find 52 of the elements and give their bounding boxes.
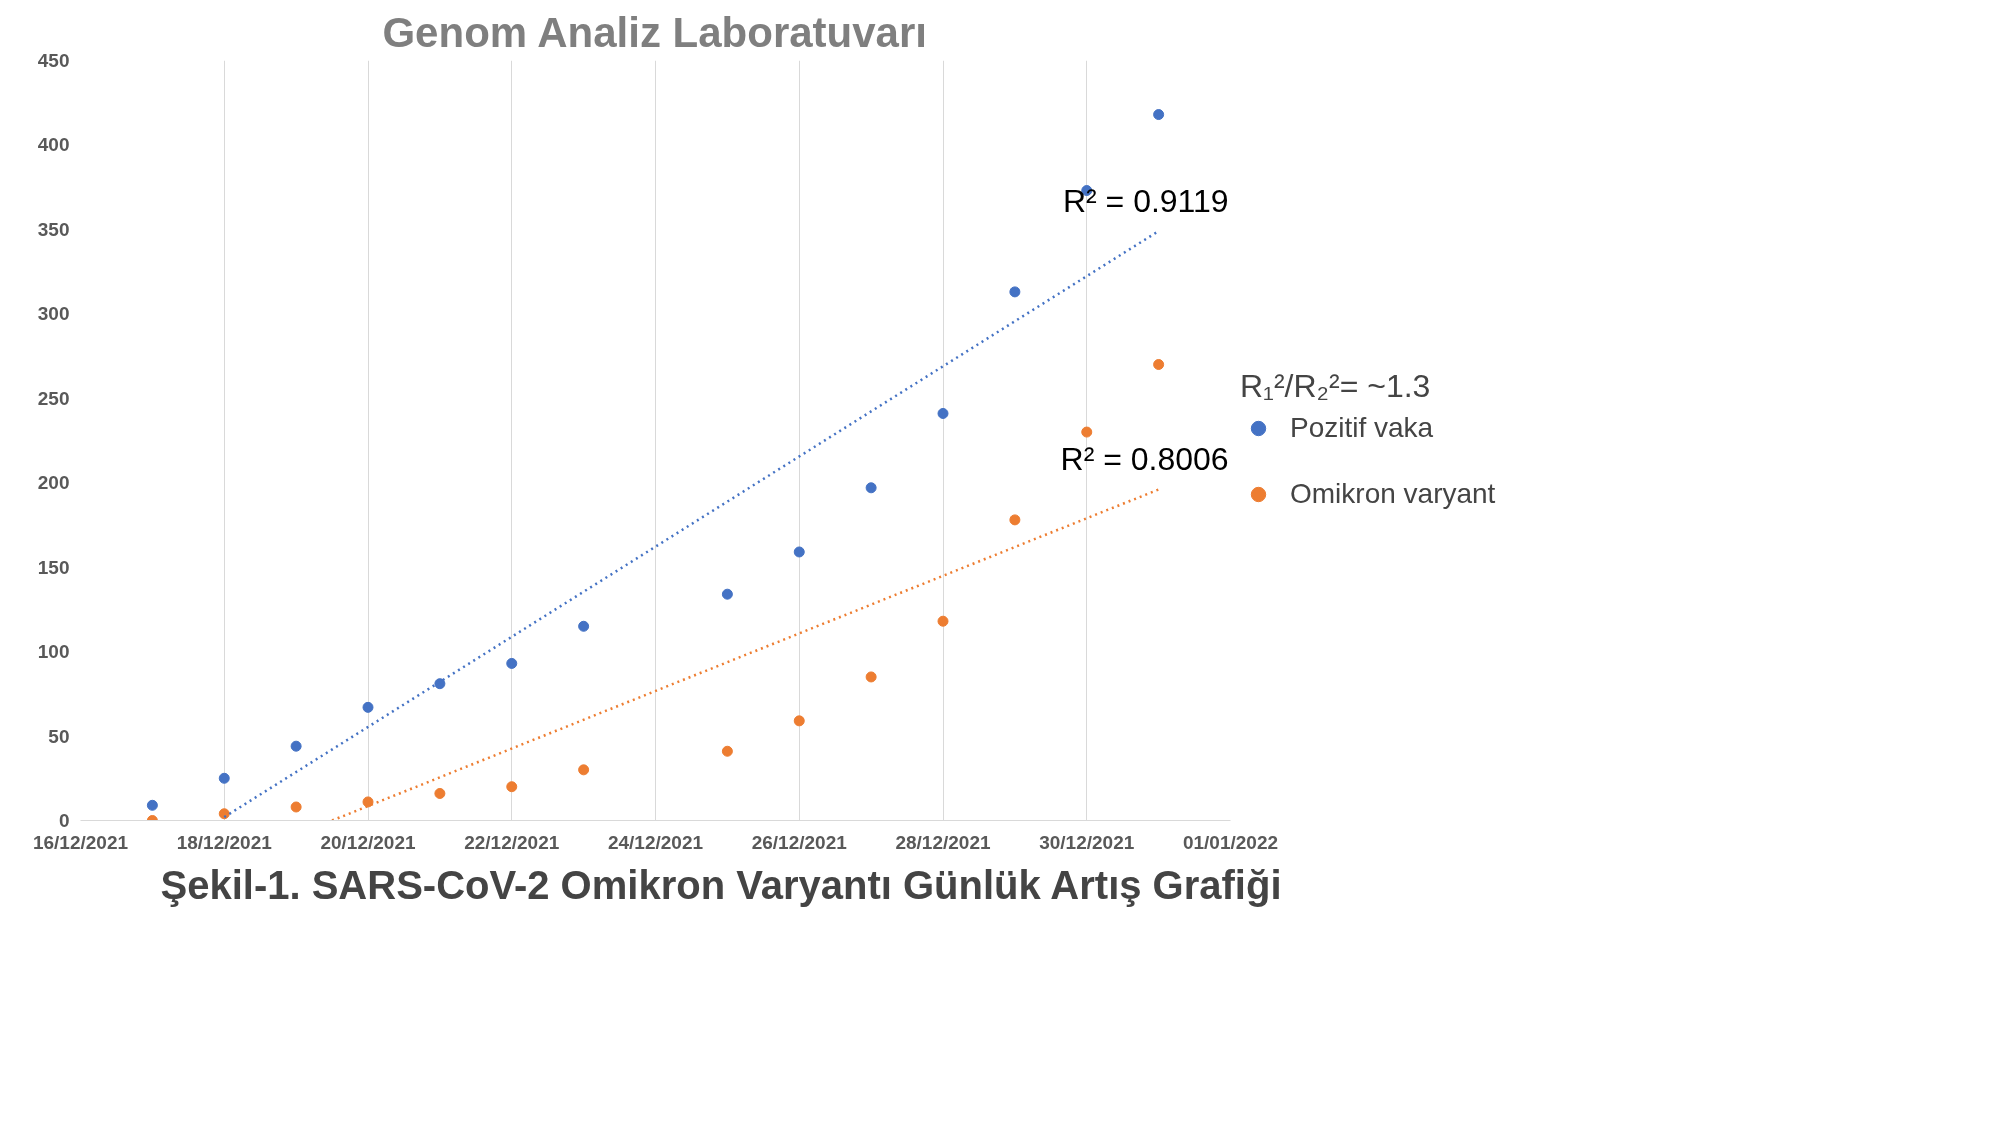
- point: [865, 482, 877, 494]
- point: [721, 588, 733, 600]
- point: [937, 615, 949, 627]
- point: [1009, 286, 1021, 298]
- legend-label: Omikron varyant: [1290, 478, 1496, 510]
- point: [721, 745, 733, 757]
- x-tick-label: 01/01/2022: [1182, 831, 1279, 853]
- point: [793, 715, 805, 727]
- point: [362, 701, 374, 713]
- y-tick-label: 200: [37, 472, 70, 494]
- point: [1153, 109, 1165, 121]
- x-tick-label: 22/12/2021: [464, 831, 560, 853]
- point: [1153, 359, 1165, 370]
- point: [506, 781, 518, 793]
- point: [578, 620, 590, 632]
- y-tick-label: 450: [37, 50, 70, 71]
- point: [1081, 426, 1093, 438]
- legend-label: Pozitif vaka: [1290, 412, 1434, 444]
- point: [362, 796, 374, 808]
- point: [146, 799, 158, 811]
- x-tick-label: 26/12/2021: [751, 831, 848, 853]
- point: [434, 787, 446, 799]
- y-tick-label: 150: [37, 556, 70, 578]
- x-tick-label: 24/12/2021: [607, 831, 704, 853]
- point: [218, 808, 230, 820]
- legend-title: R₁²/R₂²= ~1.3: [1240, 368, 1432, 405]
- y-tick-label: 100: [37, 641, 70, 663]
- point: [290, 801, 302, 813]
- x-tick-label: 28/12/2021: [895, 831, 991, 853]
- point: [793, 546, 805, 558]
- annotation: R² = 0.9119: [1062, 183, 1229, 220]
- point: [218, 772, 230, 784]
- point: [578, 764, 590, 776]
- y-tick-label: 350: [37, 218, 70, 240]
- point: [290, 740, 302, 752]
- annotation: R² = 0.8006: [1060, 441, 1229, 478]
- point: [1009, 514, 1021, 526]
- x-tick-label: 16/12/2021: [32, 831, 129, 853]
- y-tick-label: 300: [37, 303, 70, 325]
- point: [506, 657, 518, 669]
- point: [937, 407, 949, 419]
- point: [434, 678, 446, 690]
- y-tick-label: 250: [37, 387, 70, 409]
- y-tick-label: 400: [37, 134, 70, 156]
- x-tick-label: 30/12/2021: [1039, 831, 1135, 853]
- point: [865, 671, 877, 683]
- y-tick-label: 0: [58, 810, 70, 831]
- chart-title: Genom Analiz Laboratuvarı: [382, 8, 927, 56]
- x-tick-label: 20/12/2021: [320, 831, 416, 853]
- y-tick-label: 50: [48, 725, 70, 747]
- x-tick-label: 18/12/2021: [176, 831, 273, 853]
- text: Şekil-1. SARS-CoV-2 Omikron Varyantı Günlük Artış Grafiği: [160, 862, 1282, 907]
